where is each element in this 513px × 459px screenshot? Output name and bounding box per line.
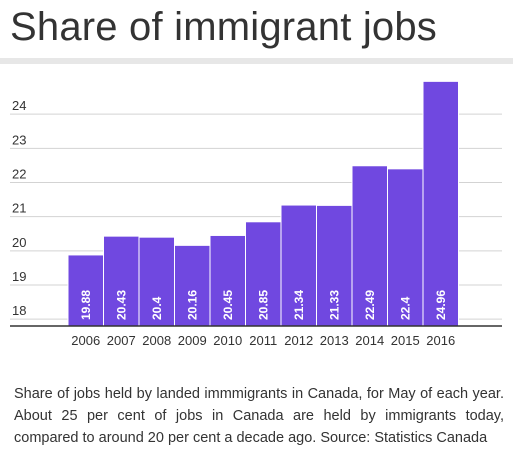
- bar: [174, 244, 211, 327]
- bar-value-label: 20.4: [150, 296, 164, 320]
- y-tick-label: 24: [12, 98, 26, 113]
- bar: [387, 168, 424, 327]
- x-tick-label: 2007: [107, 333, 136, 348]
- x-tick-label: 2010: [213, 333, 242, 348]
- y-tick-label: 22: [12, 167, 26, 182]
- x-tick-label: 2009: [178, 333, 207, 348]
- bar-value-labels: 19.88 20.43 20.4 20.16 20.45 20.85 21.34 21.33 2…: [79, 290, 448, 320]
- x-tick-label: 2016: [426, 333, 455, 348]
- bar-value-label: 20.85: [256, 290, 270, 320]
- y-tick-label: 23: [12, 132, 26, 147]
- bar-value-label: 21.34: [292, 290, 306, 320]
- bar-value-label: 20.43: [114, 290, 128, 320]
- y-axis-ticks: 18 19 20 21 22 23 24: [12, 98, 26, 318]
- bar-value-label: 21.33: [327, 290, 341, 320]
- y-tick-label: 18: [12, 303, 26, 318]
- x-tick-label: 2015: [391, 333, 420, 348]
- bar-value-label: 24.96: [434, 290, 448, 320]
- x-tick-label: 2006: [71, 333, 100, 348]
- title-divider: [0, 58, 513, 64]
- chart-caption: Share of jobs held by landed immmigrants…: [14, 386, 504, 446]
- bar: [280, 204, 317, 327]
- bar-value-label: 22.49: [363, 290, 377, 320]
- bar-value-label: 19.88: [79, 290, 93, 320]
- y-tick-label: 19: [12, 269, 26, 284]
- bar-chart: 18 19 20 21 22 23 24 19.88 20.43 20.4 20.16 20.45 2…: [0, 66, 513, 356]
- bar-value-label: 20.45: [221, 290, 235, 320]
- bar-chart-svg: 18 19 20 21 22 23 24 19.88 20.43 20.4 20.16 20.45 2…: [10, 80, 502, 348]
- x-axis-ticks: 2006 2007 2008 2009 2010 2011 2012 2013 2014 2015…: [71, 333, 455, 348]
- bars: [67, 80, 459, 327]
- x-tick-label: 2011: [249, 333, 277, 348]
- x-tick-label: 2013: [320, 333, 349, 348]
- bar-value-label: 20.16: [185, 290, 199, 320]
- x-tick-label: 2014: [355, 333, 384, 348]
- bar-value-label: 22.4: [398, 296, 412, 320]
- bar: [351, 165, 388, 327]
- bar: [316, 204, 353, 327]
- bar: [422, 80, 459, 327]
- page-title: Share of immigrant jobs: [10, 5, 438, 49]
- x-tick-label: 2008: [142, 333, 171, 348]
- y-tick-label: 20: [12, 235, 26, 250]
- x-tick-label: 2012: [284, 333, 313, 348]
- y-tick-label: 21: [12, 201, 26, 216]
- bar: [103, 235, 140, 327]
- bar: [209, 234, 246, 327]
- bar: [138, 236, 175, 327]
